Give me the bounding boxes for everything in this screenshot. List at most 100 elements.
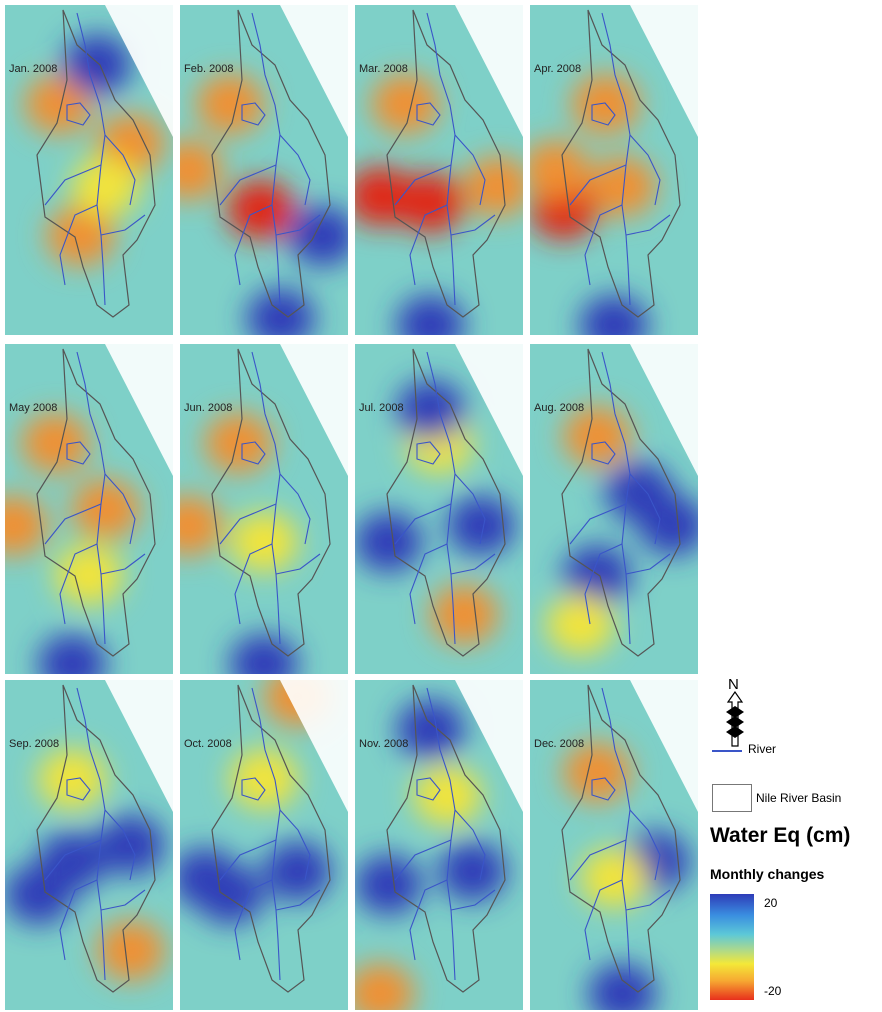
anomaly-blob — [580, 295, 648, 335]
river-line — [450, 553, 496, 575]
river-line — [416, 441, 441, 465]
north-label: N — [728, 676, 739, 693]
anomaly-blob — [55, 545, 123, 605]
river-line — [104, 134, 136, 206]
anomaly-blob — [71, 156, 140, 217]
map-panel: Jul. 2008 — [355, 344, 523, 674]
river-line — [219, 164, 277, 206]
anomaly-blob — [430, 584, 499, 645]
basin-outline — [36, 9, 156, 318]
river-line — [100, 553, 146, 575]
anomaly-blob — [21, 413, 90, 473]
river-line — [394, 503, 452, 545]
river-line — [59, 204, 98, 286]
anomaly-blob — [288, 206, 348, 266]
river-line — [601, 351, 631, 645]
map-legend: N River Nile River Basin Water Eq (cm) M… — [708, 676, 878, 1006]
river-symbol — [712, 750, 742, 752]
anomaly-blob — [438, 841, 507, 902]
anomaly-blob — [355, 963, 415, 1010]
panel-month-label: Mar. 2008 — [359, 63, 408, 75]
river-line — [584, 543, 623, 625]
river-line — [416, 777, 441, 801]
panel-month-label: May 2008 — [9, 402, 58, 414]
river-line — [625, 214, 671, 236]
river-line — [601, 687, 631, 981]
anomaly-blob — [355, 854, 423, 915]
anomaly-blob — [180, 495, 223, 556]
river-line — [104, 809, 136, 881]
map-panel: Feb. 2008 — [180, 5, 348, 335]
river-line — [219, 503, 277, 545]
basin-symbol — [712, 784, 752, 812]
basin-outline — [386, 684, 506, 993]
river-line — [241, 102, 266, 126]
map-panel: Nov. 2008 — [355, 680, 523, 1010]
river-line — [275, 214, 321, 236]
river-line — [426, 351, 456, 645]
anomaly-blob — [463, 156, 523, 217]
color-scale-max: 20 — [764, 896, 778, 910]
basin-outline — [211, 684, 331, 993]
basin-outline — [561, 684, 681, 993]
basin-outline — [36, 684, 156, 993]
river-line — [241, 777, 266, 801]
river-line — [426, 12, 456, 306]
river-line — [584, 879, 623, 961]
river-line — [100, 214, 146, 236]
river-line — [416, 102, 441, 126]
basin-outline — [386, 348, 506, 657]
river-line — [219, 839, 277, 881]
anomaly-blob — [563, 742, 632, 803]
basin-outline — [561, 9, 681, 318]
river-line — [66, 777, 91, 801]
river-line — [409, 204, 448, 286]
panel-month-label: Aug. 2008 — [534, 402, 585, 414]
river-line — [629, 473, 661, 545]
map-panel: Jun. 2008 — [180, 344, 348, 674]
map-panel: Sep. 2008 — [5, 680, 173, 1010]
river-line — [275, 553, 321, 575]
panel-month-label: Feb. 2008 — [184, 63, 234, 75]
river-line — [251, 12, 281, 306]
river-line — [44, 839, 102, 881]
river-line — [426, 687, 456, 981]
legend-subtitle: Monthly changes — [710, 866, 825, 882]
river-line — [584, 204, 623, 286]
river-line — [100, 889, 146, 911]
anomaly-blob — [563, 406, 632, 467]
anomaly-blob — [580, 848, 648, 908]
river-line — [44, 503, 102, 545]
anomaly-blob — [230, 634, 298, 674]
anomaly-blob — [63, 34, 132, 95]
river-line — [450, 214, 496, 236]
river-line — [454, 473, 486, 545]
river-line — [394, 839, 452, 881]
river-line — [104, 473, 136, 545]
river-line — [76, 12, 106, 306]
river-line — [59, 879, 98, 961]
river-line — [409, 543, 448, 625]
river-line — [394, 164, 452, 206]
anomaly-blob — [97, 815, 165, 875]
river-line — [601, 12, 631, 306]
anomaly-blob — [371, 74, 440, 134]
anomaly-blob — [204, 413, 273, 473]
anomaly-blob — [230, 512, 298, 572]
river-line — [279, 809, 311, 881]
panel-month-label: Sep. 2008 — [9, 738, 60, 750]
river-line — [625, 889, 671, 911]
river-line — [76, 351, 106, 645]
color-scale-min: -20 — [764, 984, 782, 998]
river-line — [450, 889, 496, 911]
anomaly-blob — [180, 848, 240, 908]
anomaly-blob — [46, 206, 115, 266]
panel-month-label: Apr. 2008 — [534, 63, 582, 75]
anomaly-blob — [24, 74, 93, 134]
basin-outline — [561, 348, 681, 657]
panel-month-label: Jul. 2008 — [359, 402, 404, 414]
basin-outline — [211, 9, 331, 318]
anomaly-blob — [230, 749, 298, 809]
anomaly-blob — [396, 173, 465, 233]
river-line — [629, 134, 661, 206]
